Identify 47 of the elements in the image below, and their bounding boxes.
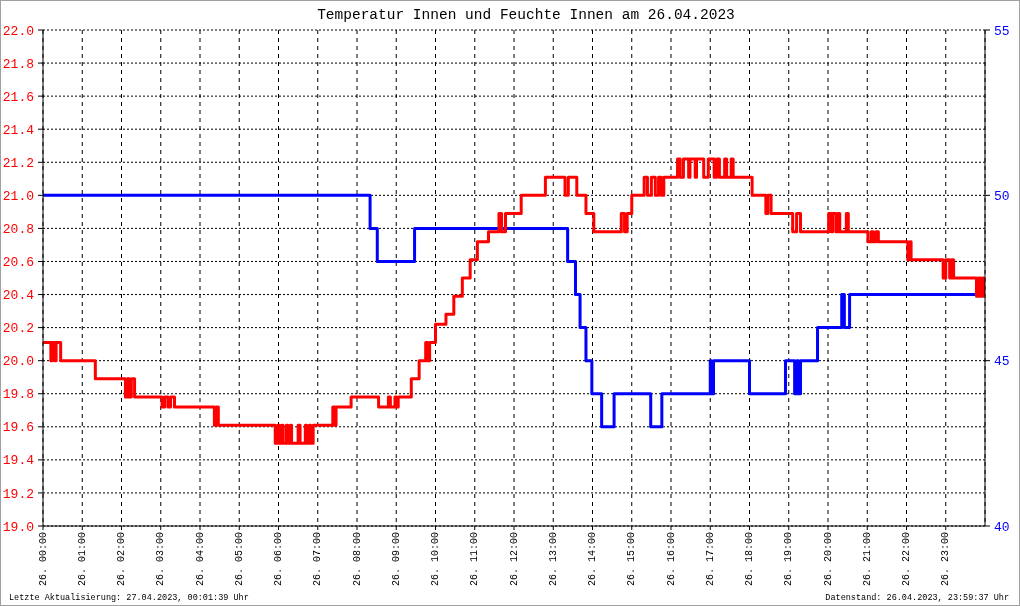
y-tick-label: 21.6	[2, 89, 34, 105]
x-tick-label: 26. 01:00	[76, 532, 88, 587]
y-tick-label: 22.0	[2, 23, 34, 39]
y-tick-label: 19.8	[2, 387, 34, 403]
chart-title: Temperatur Innen und Feuchte Innen am 26.04.2023	[317, 7, 735, 23]
x-tick-label: 26. 10:00	[430, 532, 441, 587]
y-tick-label: 20.0	[2, 354, 34, 370]
y-tick-label: 21.4	[2, 122, 35, 138]
x-tick-label: 26. 18:00	[744, 532, 755, 587]
x-tick-label: 26. 00:00	[37, 532, 49, 587]
x-tick-label: 26. 20:00	[822, 532, 834, 587]
x-tick-label: 26. 19:00	[783, 532, 795, 587]
x-tick-label: 26. 02:00	[116, 532, 127, 587]
x-tick-label: 26. 15:00	[626, 532, 638, 587]
y-tick-label: 20.2	[2, 321, 34, 337]
x-tick-label: 26. 08:00	[351, 532, 363, 587]
y-tick-label: 20.4	[2, 288, 35, 304]
y-tick-label: 21.8	[2, 56, 34, 72]
x-tick-label: 26. 06:00	[273, 532, 284, 587]
y-tick-label: 19.6	[2, 420, 34, 436]
x-tick-label: 26. 23:00	[940, 532, 952, 587]
y2-tick-label: 50	[994, 188, 1010, 204]
x-tick-label: 26. 13:00	[547, 532, 559, 587]
x-tick-label: 26. 11:00	[469, 532, 481, 587]
x-tick-label: 26. 04:00	[194, 532, 206, 587]
x-tick-label: 26. 21:00	[861, 532, 873, 587]
text: Letzte Aktualisierung: 27.04.2023, 00:01:39 Uhr	[9, 593, 249, 603]
x-tick-label: 26. 07:00	[312, 532, 324, 587]
x-tick-label: 26. 12:00	[508, 532, 520, 587]
text: Datenstand: 26.04.2023, 23:59:37 Uhr	[825, 593, 1009, 603]
y-tick-label: 20.8	[2, 222, 34, 238]
y2-tick-label: 45	[994, 354, 1010, 370]
x-tick-label: 26. 17:00	[704, 532, 716, 587]
y-tick-label: 19.0	[2, 519, 34, 535]
y-tick-label: 21.2	[2, 155, 34, 171]
x-tick-label: 26. 09:00	[390, 532, 402, 587]
y-tick-label: 21.0	[2, 188, 34, 204]
x-tick-label: 26. 16:00	[665, 532, 677, 587]
x-tick-label: 26. 05:00	[233, 532, 245, 587]
y2-tick-label: 40	[994, 519, 1010, 535]
x-tick-label: 26. 03:00	[155, 532, 167, 587]
y-tick-label: 19.2	[2, 486, 34, 502]
y-tick-label: 20.6	[2, 255, 34, 271]
y-tick-label: 19.4	[2, 453, 35, 469]
x-tick-label: 26. 22:00	[901, 532, 912, 587]
x-tick-label: 26. 14:00	[587, 532, 598, 587]
y2-tick-label: 55	[994, 23, 1010, 39]
